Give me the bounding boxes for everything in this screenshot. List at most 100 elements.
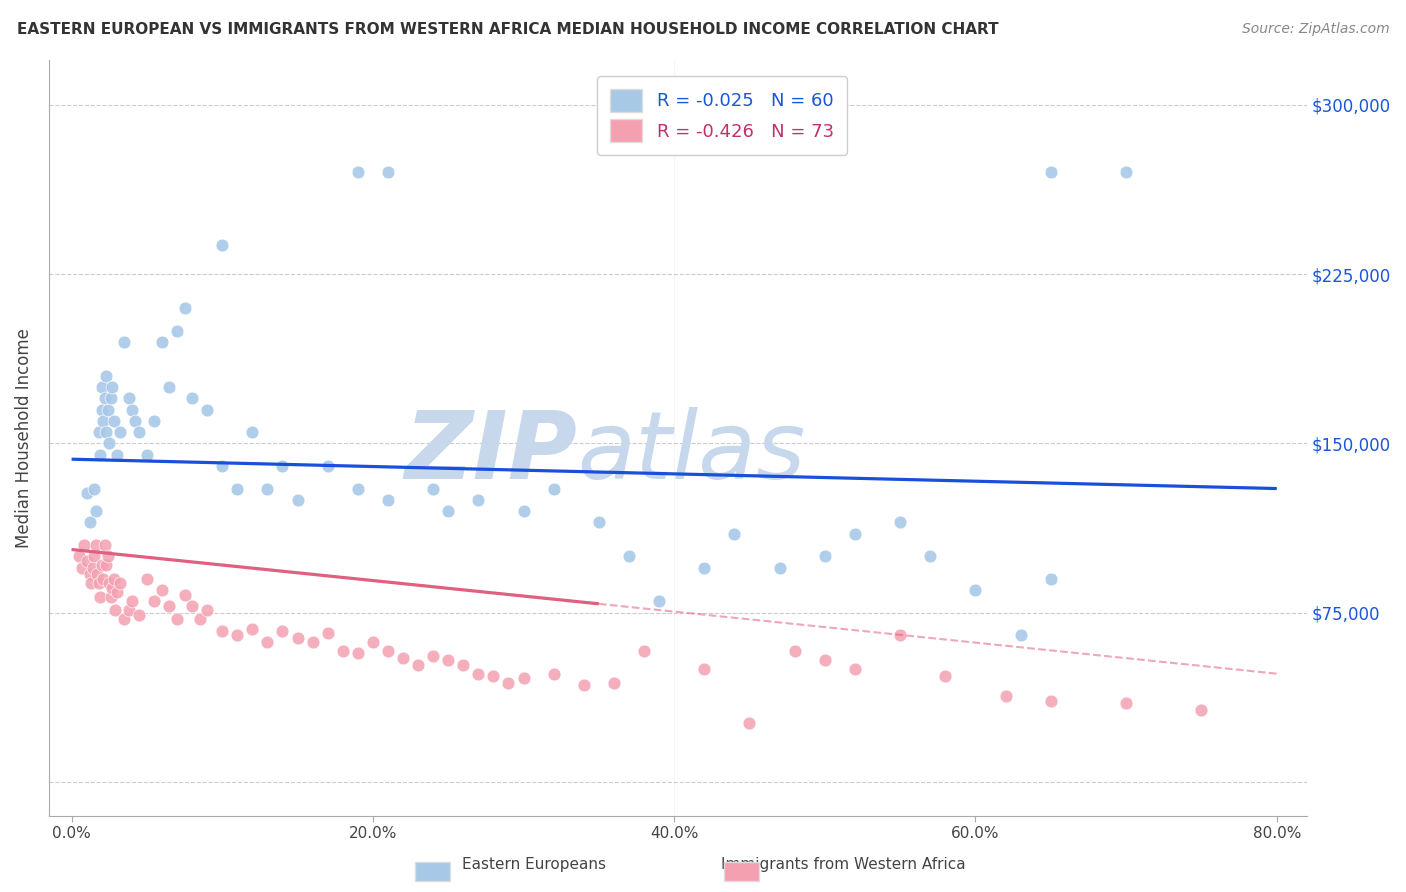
Point xyxy=(104,603,127,617)
Point xyxy=(482,669,505,683)
Point xyxy=(173,588,195,602)
Point xyxy=(124,414,146,428)
Point xyxy=(150,334,173,349)
Point xyxy=(86,567,108,582)
Point xyxy=(965,583,987,598)
Point xyxy=(91,572,114,586)
Point xyxy=(240,425,263,439)
Point xyxy=(889,516,911,530)
Point xyxy=(361,635,384,649)
Point xyxy=(226,482,249,496)
Point xyxy=(84,504,107,518)
Text: EASTERN EUROPEAN VS IMMIGRANTS FROM WESTERN AFRICA MEDIAN HOUSEHOLD INCOME CORRE: EASTERN EUROPEAN VS IMMIGRANTS FROM WEST… xyxy=(17,22,998,37)
Point xyxy=(84,538,107,552)
Point xyxy=(617,549,640,564)
Point xyxy=(603,675,626,690)
Point xyxy=(103,414,125,428)
Point xyxy=(112,334,135,349)
Point xyxy=(211,458,233,473)
Point xyxy=(543,666,565,681)
Point xyxy=(83,482,105,496)
Point xyxy=(287,631,309,645)
Point xyxy=(89,448,111,462)
Point xyxy=(346,482,368,496)
Point xyxy=(121,402,143,417)
Point xyxy=(437,653,460,667)
Point xyxy=(723,526,745,541)
Point xyxy=(105,448,128,462)
Point xyxy=(96,368,118,383)
Point xyxy=(96,425,118,439)
Point xyxy=(693,560,716,574)
Point xyxy=(105,585,128,599)
Point xyxy=(181,599,204,613)
Point xyxy=(143,594,166,608)
Point xyxy=(1115,696,1137,710)
Point xyxy=(316,458,339,473)
Point xyxy=(1039,165,1062,179)
Point xyxy=(76,554,98,568)
Point xyxy=(159,380,181,394)
Point xyxy=(844,526,866,541)
Text: ZIP: ZIP xyxy=(405,407,578,499)
Point xyxy=(121,594,143,608)
Point xyxy=(512,504,534,518)
Point xyxy=(166,324,188,338)
Point xyxy=(693,662,716,676)
Point xyxy=(889,628,911,642)
Point xyxy=(498,675,520,690)
Point xyxy=(768,560,790,574)
Point xyxy=(256,482,278,496)
Point xyxy=(82,560,104,574)
Point xyxy=(98,576,121,591)
Text: Source: ZipAtlas.com: Source: ZipAtlas.com xyxy=(1241,22,1389,37)
Point xyxy=(332,644,354,658)
Point xyxy=(814,653,837,667)
Point xyxy=(1191,703,1213,717)
Point xyxy=(97,549,120,564)
Point xyxy=(90,380,112,394)
Point xyxy=(166,612,188,626)
Text: atlas: atlas xyxy=(578,408,806,499)
Point xyxy=(406,657,429,672)
Point xyxy=(79,516,101,530)
Point xyxy=(377,165,399,179)
Point xyxy=(377,492,399,507)
Point xyxy=(108,576,131,591)
Point xyxy=(101,380,124,394)
Point xyxy=(150,583,173,598)
Point xyxy=(256,635,278,649)
Point xyxy=(301,635,323,649)
Point xyxy=(159,599,181,613)
Point xyxy=(108,425,131,439)
Point xyxy=(467,492,489,507)
Point xyxy=(112,612,135,626)
Point xyxy=(100,590,122,604)
Point xyxy=(70,560,93,574)
Point xyxy=(226,628,249,642)
Point xyxy=(98,436,121,450)
Point xyxy=(543,482,565,496)
Point xyxy=(1010,628,1032,642)
Point xyxy=(90,402,112,417)
Point xyxy=(467,666,489,681)
Legend: R = -0.025   N = 60, R = -0.426   N = 73: R = -0.025 N = 60, R = -0.426 N = 73 xyxy=(598,76,846,155)
Point xyxy=(648,594,671,608)
Point xyxy=(422,648,444,663)
Point xyxy=(287,492,309,507)
Point xyxy=(72,538,94,552)
Point xyxy=(211,237,233,252)
Point xyxy=(451,657,474,672)
Point xyxy=(118,391,141,405)
Point xyxy=(512,671,534,685)
Point xyxy=(633,644,655,658)
Point xyxy=(240,622,263,636)
Point xyxy=(100,391,122,405)
Point xyxy=(128,425,150,439)
Point xyxy=(844,662,866,676)
Point xyxy=(1115,165,1137,179)
Point xyxy=(572,678,595,692)
Point xyxy=(90,558,112,573)
Point xyxy=(738,716,761,731)
Point xyxy=(346,165,368,179)
